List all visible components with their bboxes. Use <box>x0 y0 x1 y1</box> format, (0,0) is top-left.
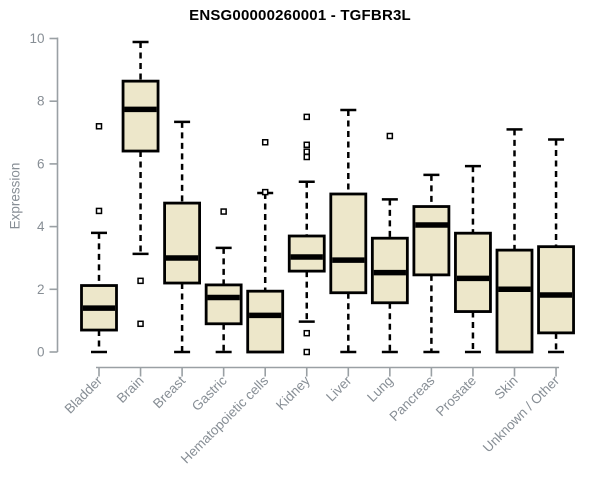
x-tick-label: Lung <box>364 373 396 405</box>
outlier-point <box>95 123 103 130</box>
outlier-point <box>261 188 269 196</box>
iqr-box <box>121 79 160 153</box>
outlier-point <box>303 141 310 149</box>
boxplot-group <box>246 139 285 354</box>
x-tick-label: Unknown / Other <box>480 373 563 456</box>
boxplot-group <box>204 208 243 354</box>
outlier-point <box>261 139 269 146</box>
x-tick-label: Skin <box>491 373 520 402</box>
outlier-point <box>303 348 310 356</box>
x-tick-label: Liver <box>323 373 355 405</box>
boxplot-group <box>121 40 160 328</box>
x-tick-label: Bladder <box>62 373 106 417</box>
boxplot-group <box>537 138 575 354</box>
boxplot-group <box>287 113 326 356</box>
boxplot-group <box>495 128 534 354</box>
boxplot-group <box>163 120 202 354</box>
x-tick-label: Breast <box>150 373 188 411</box>
outlier-point <box>303 113 310 121</box>
y-tick-label: 6 <box>37 156 45 171</box>
y-tick-label: 10 <box>29 31 44 46</box>
y-tick-label: 0 <box>37 345 45 360</box>
iqr-box <box>454 231 492 313</box>
y-tick-label: 2 <box>37 282 45 297</box>
x-tick-label: Brain <box>114 373 147 406</box>
x-tick-label: Prostate <box>433 373 479 419</box>
iqr-box <box>412 205 451 277</box>
iqr-box <box>329 192 368 295</box>
iqr-box <box>204 283 243 326</box>
outlier-point <box>220 208 227 215</box>
y-tick-label: 8 <box>37 94 45 109</box>
outlier-point <box>137 320 144 328</box>
chart-title: ENSG00000260001 - TGFBR3L <box>189 7 411 24</box>
boxplot-group <box>454 164 492 354</box>
boxplot-group <box>412 173 451 354</box>
outlier-point <box>303 153 310 161</box>
outlier-point <box>137 277 144 285</box>
x-tick-label: Gastric <box>189 373 230 414</box>
iqr-box <box>537 245 575 335</box>
iqr-box <box>163 201 202 285</box>
boxplot-group <box>329 108 368 354</box>
outlier-point <box>303 148 310 155</box>
boxplot-group <box>80 123 118 354</box>
x-tick-label: Kidney <box>273 373 313 413</box>
y-tick-label: 4 <box>37 219 45 234</box>
boxplot-group <box>370 132 409 354</box>
iqr-box <box>287 234 326 273</box>
outlier-point <box>95 207 103 215</box>
iqr-box <box>246 289 285 354</box>
iqr-box <box>495 248 534 354</box>
outlier-point <box>386 132 394 140</box>
outlier-point <box>303 329 310 337</box>
x-tick-label: Pancreas <box>387 373 438 424</box>
